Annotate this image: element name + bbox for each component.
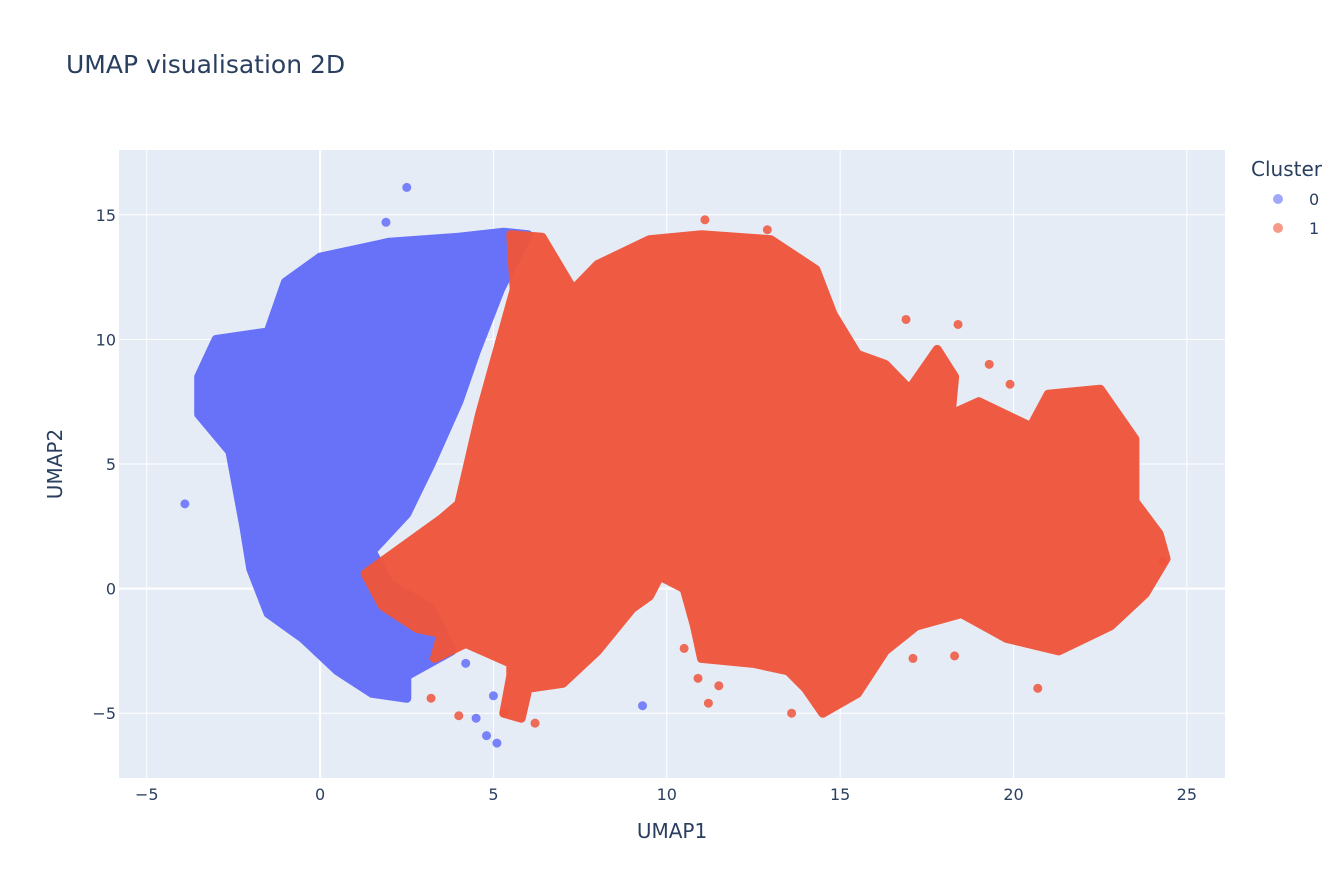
cluster-1-point [679,643,689,653]
x-tick-label: 0 [315,785,325,804]
cluster-1-point [950,651,960,661]
plot-area [180,182,1171,748]
x-tick-label: −5 [135,785,159,804]
series-0-points [180,182,648,748]
y-tick-label: 15 [96,206,116,225]
legend-label-1: 1 [1309,219,1319,238]
cluster-0-region [194,227,533,703]
cluster-0-point [638,701,648,711]
cluster-1-point [953,319,963,329]
x-axis-title: UMAP1 [637,819,707,843]
x-tick-label: 15 [830,785,850,804]
legend: Cluster 0 1 [1251,157,1323,238]
cluster-1-point [454,711,464,721]
x-tick-label: 20 [1003,785,1023,804]
y-tick-labels: −5 0 5 10 15 [92,206,116,723]
y-tick-label: 5 [106,455,116,474]
y-tick-label: −5 [92,704,116,723]
cluster-1-point [908,653,918,663]
cluster-0-point [402,182,412,192]
x-tick-labels: −5 0 5 10 15 20 25 [135,785,1197,804]
cluster-0-point [180,499,190,509]
cluster-1-point [1005,379,1015,389]
cluster-1-point [693,673,703,683]
series-1-points [360,215,1171,728]
cluster-0-point [461,658,471,668]
legend-title: Cluster [1251,157,1323,181]
cluster-0-point [492,738,502,748]
cluster-1-point [714,681,724,691]
chart-title: UMAP visualisation 2D [66,50,346,79]
cluster-1-point [700,215,710,225]
cluster-0-point [488,691,498,701]
cluster-1-point [984,359,994,369]
y-tick-label: 10 [96,330,116,349]
x-tick-label: 5 [488,785,498,804]
cluster-0-point [471,713,481,723]
legend-label-0: 0 [1309,190,1319,209]
cluster-1-point [787,708,797,718]
cluster-1-point [530,718,540,728]
x-tick-label: 25 [1177,785,1197,804]
cluster-1-region [360,230,1171,723]
cluster-0-point [381,217,391,227]
cluster-1-point [762,225,772,235]
cluster-1-point [703,698,713,708]
cluster-1-point [901,314,911,324]
legend-marker-1 [1273,223,1283,233]
y-tick-label: 0 [106,580,116,599]
cluster-1-point [426,693,436,703]
cluster-1-point [1033,683,1043,693]
cluster-1-point [499,708,509,718]
cluster-1-point [1158,556,1168,566]
y-axis-title: UMAP2 [43,429,67,499]
x-tick-label: 10 [657,785,677,804]
cluster-0-point [482,731,492,741]
legend-marker-0 [1273,194,1283,204]
